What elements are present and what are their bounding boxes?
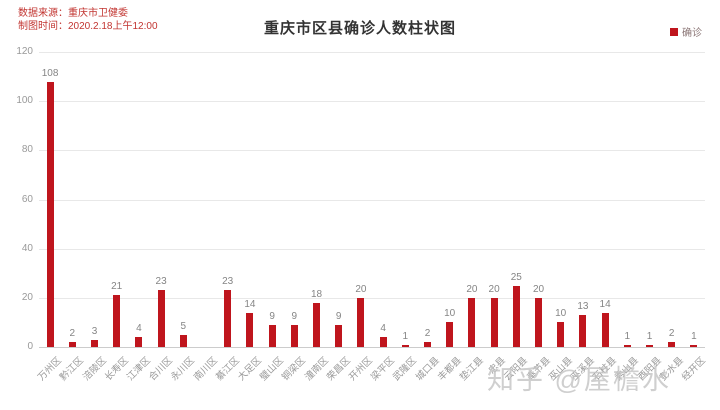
legend-label: 确诊 xyxy=(682,28,702,39)
legend-item-confirmed[interactable]: 确诊 xyxy=(670,24,702,39)
bar-value-label: 2 xyxy=(668,328,675,340)
y-axis-tick-label: 20 xyxy=(21,291,33,303)
bar-value-label: 14 xyxy=(599,298,611,310)
bar-荣昌区[interactable] xyxy=(335,324,343,347)
bar-value-label: 14 xyxy=(244,298,256,310)
bar-秀山县[interactable] xyxy=(623,344,631,347)
bar-巫溪县[interactable] xyxy=(579,315,587,347)
y-gridline xyxy=(39,101,705,103)
bar-value-label: 10 xyxy=(444,308,456,320)
bar-潼南区[interactable] xyxy=(313,302,320,347)
bar-经开区[interactable] xyxy=(690,344,698,347)
bar-value-label: 2 xyxy=(424,328,431,340)
bar-value-label: 3 xyxy=(91,325,98,337)
bar-value-label: 20 xyxy=(466,283,478,295)
bar-value-label: 20 xyxy=(488,283,500,295)
bar-璧山区[interactable] xyxy=(268,324,276,347)
bar-value-label: 20 xyxy=(355,283,367,295)
bar-长寿区[interactable] xyxy=(113,295,121,347)
bar-value-label: 20 xyxy=(532,283,545,295)
bar-永川区[interactable] xyxy=(179,334,187,347)
bar-城口县[interactable] xyxy=(424,342,431,347)
bar-丰都县[interactable] xyxy=(446,322,454,347)
bar-涪陵区[interactable] xyxy=(91,339,98,347)
bar-value-label: 10 xyxy=(555,308,567,320)
y-axis-tick-label: 60 xyxy=(21,193,33,205)
bar-梁平区[interactable] xyxy=(379,337,387,347)
chart-title: 重庆市区县确诊人数柱状图 xyxy=(263,20,456,37)
bar-value-label: 108 xyxy=(41,67,59,79)
y-gridline xyxy=(39,248,705,250)
bar-巫山县[interactable] xyxy=(557,322,565,347)
legend-color-swatch xyxy=(670,27,678,36)
bar-黔江区[interactable] xyxy=(68,342,76,347)
x-axis-label-铜梁区: 铜梁区 xyxy=(280,355,309,384)
chart-made-time-line: 制图时间：2020.2.18上午12:00 xyxy=(18,21,158,32)
bar-value-label: 23 xyxy=(155,276,167,288)
bar-武隆区[interactable] xyxy=(401,344,409,347)
x-axis-label-垫江县: 垫江县 xyxy=(457,355,486,384)
bar-彭水县[interactable] xyxy=(668,342,676,347)
x-axis-label-涪陵区: 涪陵区 xyxy=(80,355,109,384)
bar-value-label: 1 xyxy=(646,330,653,342)
bar-开州区[interactable] xyxy=(357,297,365,347)
y-gridline xyxy=(39,52,705,53)
bar-value-label: 1 xyxy=(691,330,697,342)
data-source-note: 数据来源：重庆市卫健委 制图时间：2020.2.18上午12:00 xyxy=(18,7,158,33)
y-axis-tick-label: 40 xyxy=(21,242,33,254)
bar-酉阳县[interactable] xyxy=(646,344,653,347)
y-axis-tick-label: 120 xyxy=(16,46,33,57)
x-axis-line xyxy=(39,347,705,348)
bar-江津区[interactable] xyxy=(135,337,143,347)
bar-value-label: 1 xyxy=(402,330,409,342)
bar-value-label: 9 xyxy=(335,310,342,322)
bar-value-label: 23 xyxy=(222,276,234,288)
x-axis-label-潼南区: 潼南区 xyxy=(302,355,331,384)
x-axis-label-经开区: 经开区 xyxy=(679,355,708,384)
y-axis-tick-label: 80 xyxy=(21,144,33,156)
y-axis-tick-label: 0 xyxy=(27,341,33,352)
zhihu-watermark: 知乎 @屋檐水 xyxy=(487,365,671,395)
bar-value-label: 1 xyxy=(624,330,631,342)
y-gridline xyxy=(39,199,705,201)
bar-万州区[interactable] xyxy=(46,81,54,347)
bar-合川区[interactable] xyxy=(157,290,165,347)
bar-大足区[interactable] xyxy=(246,312,254,347)
x-axis-label-武隆区: 武隆区 xyxy=(391,355,420,384)
x-axis-label-永川区: 永川区 xyxy=(169,355,198,384)
bar-奉节县[interactable] xyxy=(535,297,542,347)
bar-value-label: 2 xyxy=(69,328,76,340)
bar-value-label: 21 xyxy=(111,281,123,293)
bar-value-label: 25 xyxy=(510,271,522,283)
data-source-line: 数据来源：重庆市卫健委 xyxy=(18,8,128,19)
x-axis-label-城口县: 城口县 xyxy=(413,355,442,384)
bar-云阳县[interactable] xyxy=(512,285,520,347)
y-axis-tick-label: 100 xyxy=(16,95,33,107)
y-gridline xyxy=(39,150,705,152)
bar-綦江区[interactable] xyxy=(224,290,232,347)
y-gridline xyxy=(39,297,705,299)
bar-value-label: 4 xyxy=(136,323,142,335)
bar-石柱县[interactable] xyxy=(601,312,609,347)
bar-value-label: 4 xyxy=(380,323,386,335)
bar-value-label: 9 xyxy=(269,310,275,322)
bar-value-label: 9 xyxy=(291,310,298,322)
bar-垫江县[interactable] xyxy=(468,297,476,347)
x-axis-label-南川区: 南川区 xyxy=(191,355,220,384)
bar-value-label: 5 xyxy=(180,320,187,332)
x-axis-label-黔江区: 黔江区 xyxy=(58,355,87,384)
bar-value-label: 13 xyxy=(577,301,589,313)
bar-铜梁区[interactable] xyxy=(290,324,298,347)
bar-value-label: 18 xyxy=(310,288,323,300)
bar-忠县[interactable] xyxy=(490,297,498,347)
